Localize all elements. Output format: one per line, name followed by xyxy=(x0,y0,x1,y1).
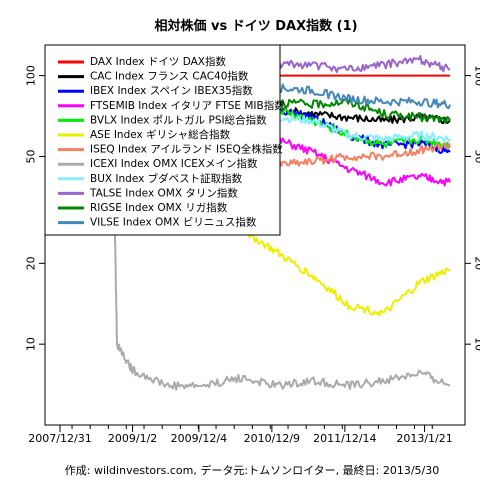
y-tick-label-right-10: 10 xyxy=(473,337,480,351)
y-tick-label-left-100: 100 xyxy=(25,65,38,86)
x-axis: 2007/12/31 2009/1/2 2009/12/4 2010/12/9 2011… xyxy=(28,425,453,445)
y-tick-label-left-50: 50 xyxy=(25,149,38,163)
chart-title: 相対株価 vs ドイツ DAX指数 (1) xyxy=(154,18,357,34)
x-tick-label-2007-12-31: 2007/12/31 xyxy=(28,432,91,445)
legend-label-icexi: ICEXI Index OMX ICEXメイン指数 xyxy=(90,157,258,170)
legend-label-vilse: VILSE Index OMX ビリニュス指数 xyxy=(90,216,257,229)
legend-label-bux: BUX Index ブダペスト証取指数 xyxy=(90,172,243,185)
legend-label-talse: TALSE Index OMX タリン指数 xyxy=(89,186,238,199)
y-tick-label-right-50: 50 xyxy=(473,149,480,163)
legend-label-cac: CAC Index フランス CAC40指数 xyxy=(90,70,249,83)
legend-label-ftsemib: FTSEMIB Index イタリア FTSE MIB指数 xyxy=(90,99,285,112)
x-tick-label-2010-12-09: 2010/12/9 xyxy=(244,432,300,445)
y-axis-right: 10 20 50 100 xyxy=(465,65,480,351)
x-tick-label-2009-01-02: 2009/1/2 xyxy=(108,432,157,445)
legend-label-ibex: IBEX Index スペイン IBEX35指数 xyxy=(90,84,253,97)
legend-box xyxy=(44,44,281,236)
y-tick-label-left-20: 20 xyxy=(25,256,38,270)
y-axis-left: 10 20 50 100 xyxy=(25,65,45,351)
legend-label-bvlx: BVLX Index ポルトガル PSI総合指数 xyxy=(90,113,267,126)
y-tick-label-right-100: 100 xyxy=(473,65,480,86)
x-tick-label-2011-12-14: 2011/12/14 xyxy=(313,432,376,445)
y-tick-label-right-20: 20 xyxy=(473,256,480,270)
legend: DAX Index ドイツ DAX指数 CAC Index フランス CAC40指… xyxy=(44,44,285,236)
chart-footer: 作成: wildinvestors.com, データ元:トムソンロイター, 最終… xyxy=(65,463,439,477)
y-tick-label-left-10: 10 xyxy=(25,337,38,351)
legend-label-ase: ASE Index ギリシャ総合指数 xyxy=(90,128,231,141)
legend-label-iseq: ISEQ Index アイルランド ISEQ全株指数 xyxy=(90,143,283,156)
legend-label-dax: DAX Index ドイツ DAX指数 xyxy=(90,55,226,68)
legend-label-rigse: RIGSE Index OMX リガ指数 xyxy=(90,201,228,214)
x-tick-label-2009-12-04: 2009/12/4 xyxy=(171,432,227,445)
x-tick-label-2013-01-21: 2013/1/21 xyxy=(396,432,452,445)
